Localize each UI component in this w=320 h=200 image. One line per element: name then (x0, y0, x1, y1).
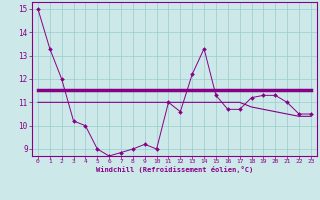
X-axis label: Windchill (Refroidissement éolien,°C): Windchill (Refroidissement éolien,°C) (96, 166, 253, 173)
